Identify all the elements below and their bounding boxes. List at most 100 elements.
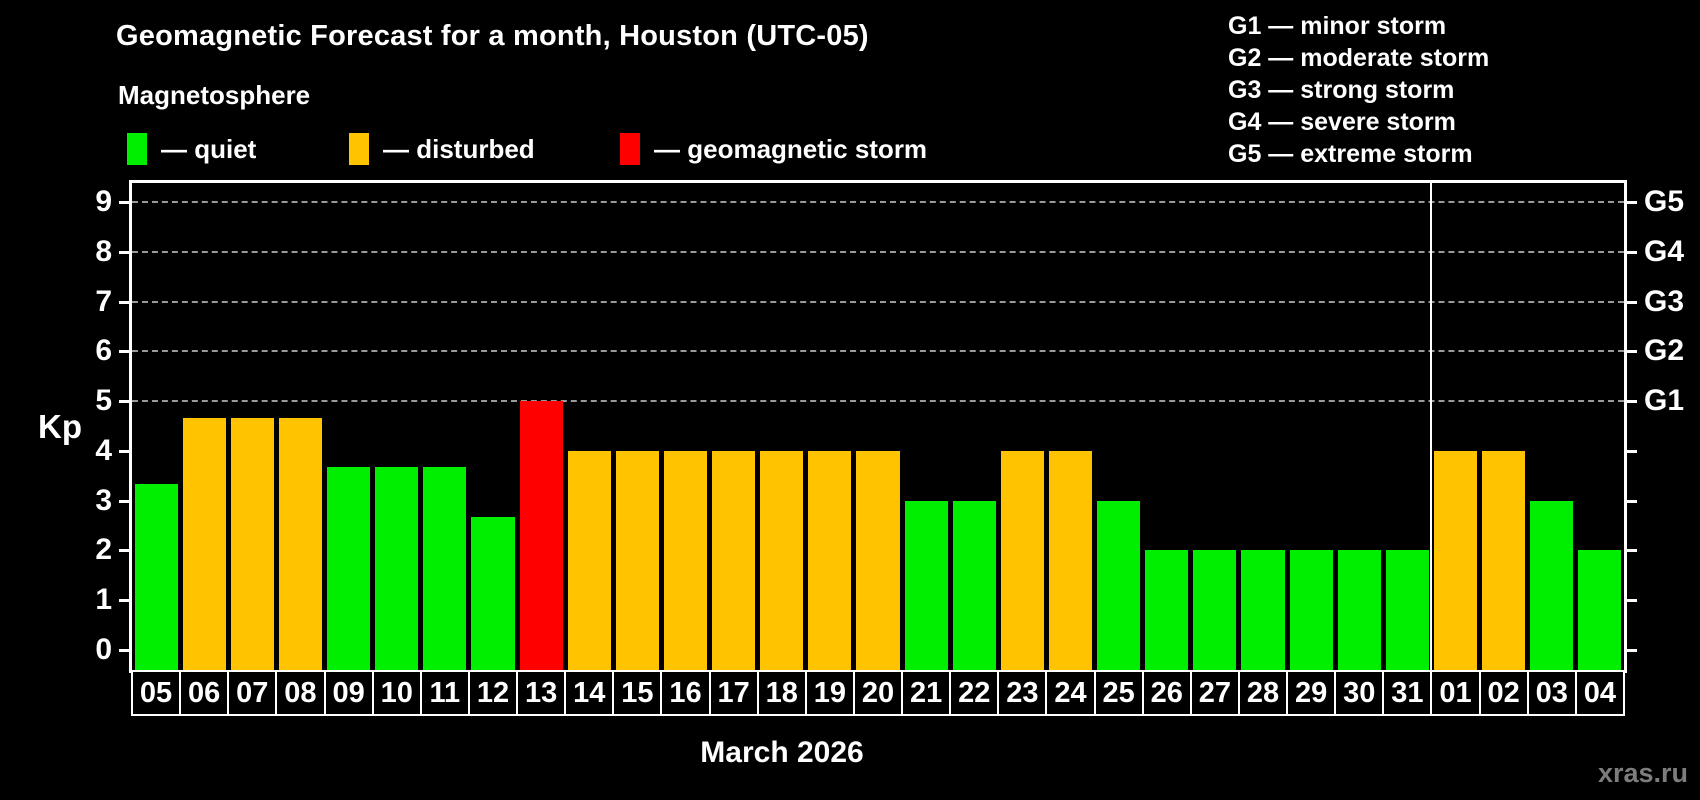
x-axis-day-label-05: 05 <box>131 670 182 716</box>
x-axis-day-label-02: 02 <box>1478 670 1529 716</box>
right-axis-label-g3: G3 <box>1644 284 1685 318</box>
right-axis-tick-3 <box>1624 499 1637 503</box>
bar-day-29 <box>1289 550 1333 670</box>
y-axis-tick-label-7: 7 <box>95 284 112 318</box>
y-axis-label-kp: Kp <box>38 408 82 445</box>
bar-day-14 <box>567 450 611 670</box>
left-axis-tick-2 <box>119 549 132 553</box>
bar-day-27 <box>1193 550 1237 670</box>
x-axis-day-label-30: 30 <box>1334 670 1385 716</box>
y-axis-tick-label-4: 4 <box>95 433 112 467</box>
bar-day-31 <box>1385 550 1429 670</box>
bar-day-20 <box>856 450 900 670</box>
right-axis-label-g2: G2 <box>1644 334 1685 368</box>
storm-color-swatch <box>620 133 640 165</box>
right-axis-label-g5: G5 <box>1644 184 1685 218</box>
y-axis-tick-label-8: 8 <box>95 234 112 268</box>
x-axis-day-label-22: 22 <box>949 670 1000 716</box>
x-axis-day-label-17: 17 <box>708 670 759 716</box>
left-axis-tick-6 <box>119 350 132 354</box>
bar-day-04 <box>1578 550 1622 670</box>
right-axis-tick-7 <box>1624 300 1637 304</box>
left-axis-tick-1 <box>119 599 132 603</box>
x-axis-day-label-31: 31 <box>1382 670 1433 716</box>
x-axis-day-label-25: 25 <box>1093 670 1144 716</box>
y-axis-tick-label-5: 5 <box>95 384 112 418</box>
x-axis-day-label-15: 15 <box>612 670 663 716</box>
gridline-kp-5 <box>132 400 1624 403</box>
bar-day-25 <box>1097 500 1141 670</box>
y-axis-tick-label-9: 9 <box>95 184 112 218</box>
disturbed-color-swatch <box>349 133 369 165</box>
bar-day-17 <box>712 450 756 670</box>
x-axis-day-label-14: 14 <box>564 670 615 716</box>
right-axis-label-g1: G1 <box>1644 384 1685 418</box>
x-axis-day-label-11: 11 <box>419 670 470 716</box>
bar-day-02 <box>1482 450 1526 670</box>
x-axis-day-label-10: 10 <box>371 670 422 716</box>
legend-item-quiet: — quiet <box>127 133 256 165</box>
bar-day-30 <box>1337 550 1381 670</box>
legend-label-disturbed: — disturbed <box>383 133 535 164</box>
bar-day-18 <box>760 450 804 670</box>
y-axis-tick-label-3: 3 <box>95 483 112 517</box>
right-axis-tick-4 <box>1624 449 1637 453</box>
bar-day-21 <box>904 500 948 670</box>
right-axis-tick-0 <box>1624 649 1637 652</box>
x-axis-day-label-08: 08 <box>275 670 326 716</box>
bar-day-23 <box>1000 450 1044 670</box>
bar-day-08 <box>278 417 322 670</box>
g4-legend-line: G4 — severe storm <box>1228 108 1456 136</box>
x-axis-day-label-23: 23 <box>997 670 1048 716</box>
x-axis-day-label-24: 24 <box>1045 670 1096 716</box>
left-axis-tick-0 <box>119 649 132 652</box>
g2-legend-line: G2 — moderate storm <box>1228 44 1490 72</box>
x-axis-day-label-27: 27 <box>1189 670 1240 716</box>
bar-day-09 <box>327 467 371 670</box>
gridline-kp-9 <box>132 200 1624 203</box>
bar-day-11 <box>423 467 467 670</box>
x-axis-day-label-16: 16 <box>660 670 711 716</box>
x-axis-day-label-18: 18 <box>756 670 807 716</box>
right-axis-tick-1 <box>1624 599 1637 603</box>
legend-item-disturbed: — disturbed <box>349 133 535 165</box>
bar-day-03 <box>1530 500 1574 670</box>
bar-day-12 <box>471 517 515 670</box>
x-axis-day-label-29: 29 <box>1286 670 1337 716</box>
bar-day-15 <box>615 450 659 670</box>
x-axis-day-label-06: 06 <box>179 670 230 716</box>
y-axis-tick-label-2: 2 <box>95 533 112 567</box>
x-axis-day-label-26: 26 <box>1141 670 1192 716</box>
x-axis-label-month: March 2026 <box>700 736 864 769</box>
x-axis-day-label-07: 07 <box>227 670 278 716</box>
right-axis-tick-8 <box>1624 250 1637 254</box>
y-axis-tick-label-6: 6 <box>95 334 112 368</box>
left-axis-tick-5 <box>119 400 132 404</box>
g5-legend-line: G5 — extreme storm <box>1228 140 1473 168</box>
x-axis-day-label-09: 09 <box>323 670 374 716</box>
gridline-kp-7 <box>132 300 1624 303</box>
gridline-kp-8 <box>132 250 1624 253</box>
month-divider-line <box>1430 183 1433 670</box>
chart-title: Geomagnetic Forecast for a month, Housto… <box>116 20 869 52</box>
legend-label-storm: — geomagnetic storm <box>654 133 928 164</box>
right-axis-tick-5 <box>1624 400 1637 404</box>
bar-day-26 <box>1145 550 1189 670</box>
x-axis-day-label-28: 28 <box>1237 670 1289 716</box>
left-axis-tick-3 <box>119 499 132 503</box>
watermark-xras: xras.ru <box>1597 758 1688 788</box>
quiet-color-swatch <box>127 133 147 165</box>
left-axis-tick-4 <box>119 449 132 453</box>
legend-label-quiet: — quiet <box>161 133 257 164</box>
bar-day-06 <box>182 417 226 670</box>
x-axis-day-label-19: 19 <box>804 670 855 716</box>
right-axis-tick-6 <box>1624 350 1637 354</box>
x-axis-day-label-03: 03 <box>1526 670 1577 716</box>
bar-day-28 <box>1241 550 1285 670</box>
left-axis-tick-9 <box>119 200 132 204</box>
right-axis-tick-9 <box>1624 200 1637 204</box>
legend-item-storm: — geomagnetic storm <box>620 133 927 165</box>
x-axis-day-label-20: 20 <box>852 670 904 716</box>
x-axis-day-label-01: 01 <box>1430 670 1481 716</box>
